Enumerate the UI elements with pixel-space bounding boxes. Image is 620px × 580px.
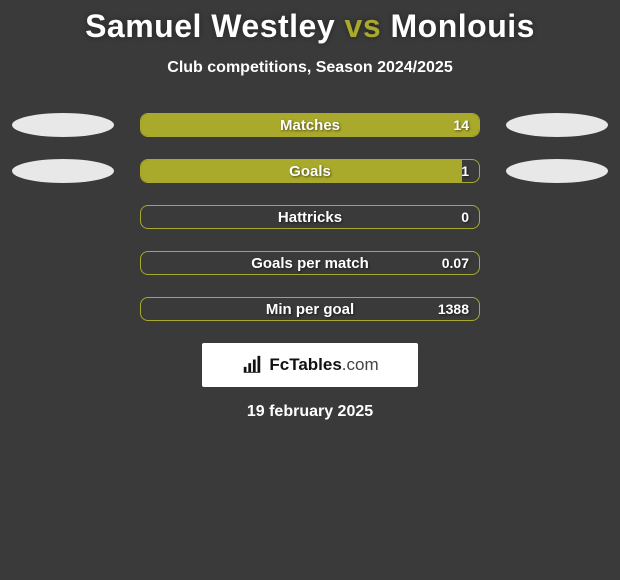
vs-text: vs <box>345 8 382 44</box>
stat-row: Matches14 <box>0 113 620 137</box>
subtitle: Club competitions, Season 2024/2025 <box>0 59 620 77</box>
page-title: Samuel Westley vs Monlouis <box>0 8 620 45</box>
stat-bar: Matches14 <box>140 113 480 137</box>
stat-row: Min per goal1388 <box>0 297 620 321</box>
stat-label: Min per goal <box>141 298 479 320</box>
stat-bar: Goals1 <box>140 159 480 183</box>
stat-value: 1 <box>461 160 469 182</box>
brand-box[interactable]: FcTables.com <box>202 343 418 387</box>
chart-icon <box>241 354 263 376</box>
stat-value: 0 <box>461 206 469 228</box>
player2-name: Monlouis <box>391 8 535 44</box>
stat-bar: Hattricks0 <box>140 205 480 229</box>
right-blob <box>506 159 608 183</box>
stat-bar: Min per goal1388 <box>140 297 480 321</box>
left-blob <box>12 113 114 137</box>
stat-bar: Goals per match0.07 <box>140 251 480 275</box>
stat-row: Goals1 <box>0 159 620 183</box>
brand-domain: .com <box>342 355 379 374</box>
stat-row: Goals per match0.07 <box>0 251 620 275</box>
brand-name: FcTables <box>269 355 341 374</box>
left-blob <box>12 159 114 183</box>
stat-rows: Matches14 Goals1 Hattricks0 Goals per match… <box>0 113 620 321</box>
brand-text: FcTables.com <box>269 355 378 375</box>
stat-value: 1388 <box>438 298 469 320</box>
right-blob <box>506 113 608 137</box>
stat-row: Hattricks0 <box>0 205 620 229</box>
stat-value: 0.07 <box>442 252 469 274</box>
stat-label: Hattricks <box>141 206 479 228</box>
player1-name: Samuel Westley <box>85 8 335 44</box>
stat-label: Goals per match <box>141 252 479 274</box>
stat-bar-fill <box>141 160 462 182</box>
stats-card: Samuel Westley vs Monlouis Club competit… <box>0 0 620 421</box>
date-text: 19 february 2025 <box>0 403 620 421</box>
stat-bar-fill <box>141 114 479 136</box>
